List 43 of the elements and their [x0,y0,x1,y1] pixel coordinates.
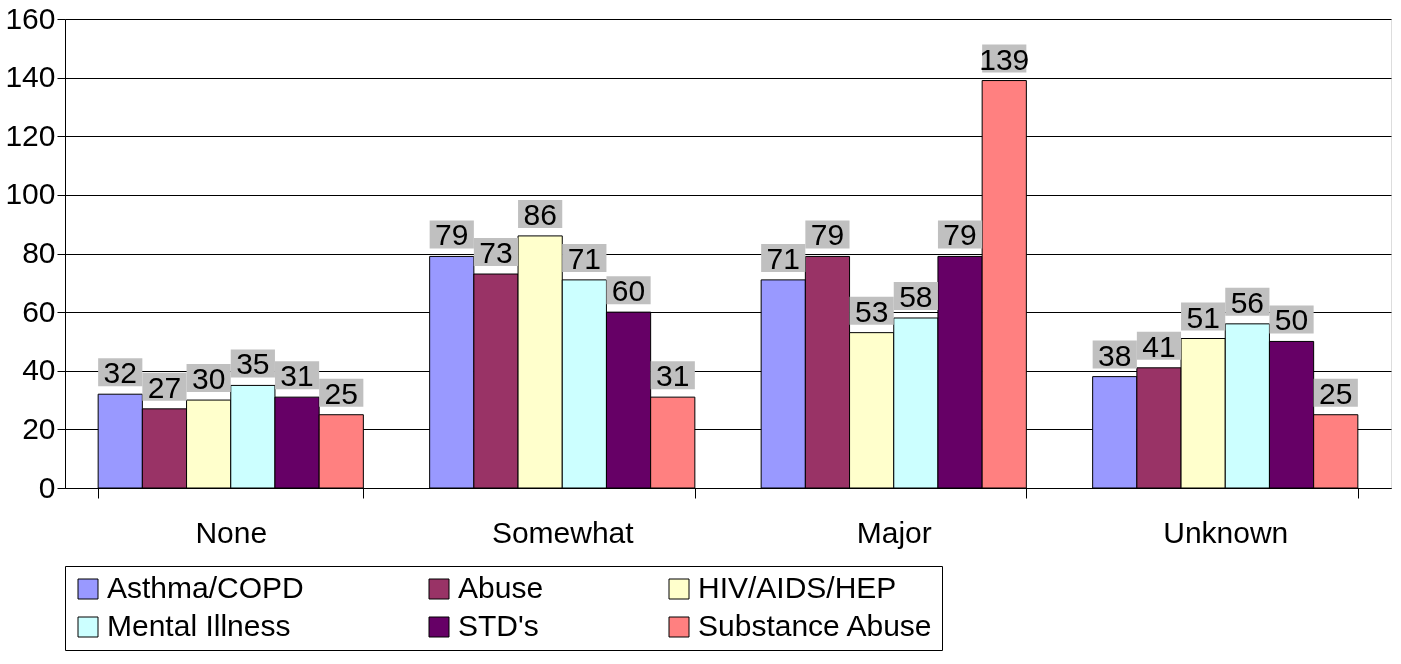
x-tick-label: Major [856,515,932,549]
data-label: 50 [1274,303,1309,337]
data-label: 25 [1319,376,1353,410]
y-tick-label: 140 [5,60,56,94]
data-label: 73 [479,236,513,270]
data-label: 32 [103,356,137,390]
data-label: 51 [1186,300,1220,334]
data-label: 71 [567,241,602,275]
data-label: 31 [656,359,690,393]
legend-label: HIV/AIDS/HEP [698,571,897,604]
y-tick-label: 20 [22,411,56,445]
data-label: 139 [979,42,1030,76]
data-label: 86 [523,197,557,231]
data-label: 53 [854,294,889,328]
legend-label: Abuse [458,571,544,604]
data-label: 56 [1230,285,1265,319]
data-label: 31 [280,359,314,393]
y-tick-label: 0 [38,470,56,504]
data-label: 79 [435,218,469,252]
data-label: 38 [1098,338,1132,372]
x-tick-label: Unknown [1163,515,1289,549]
data-label: 27 [147,370,182,404]
y-tick-label: 40 [22,353,56,387]
data-label: 79 [810,218,845,252]
legend-label: STD's [458,609,539,642]
legend-label: Asthma/COPD [107,571,304,604]
data-label: 25 [324,376,358,410]
data-label: 71 [766,241,800,275]
data-label: 30 [191,362,226,396]
y-tick-label: 60 [22,294,56,328]
y-tick-label: 80 [22,236,56,269]
x-tick-label: Somewhat [491,515,635,549]
data-label: 35 [236,347,270,381]
y-tick-label: 120 [5,118,56,152]
data-label: 60 [611,274,646,308]
data-label: 79 [943,218,977,252]
data-label: 41 [1142,329,1176,363]
y-tick-label: 160 [5,1,56,35]
y-tick-label: 100 [5,177,56,211]
data-label: 58 [899,279,933,313]
legend-label: Substance Abuse [698,609,932,642]
legend-label: Mental Illness [107,609,291,642]
x-tick-label: None [195,515,268,549]
